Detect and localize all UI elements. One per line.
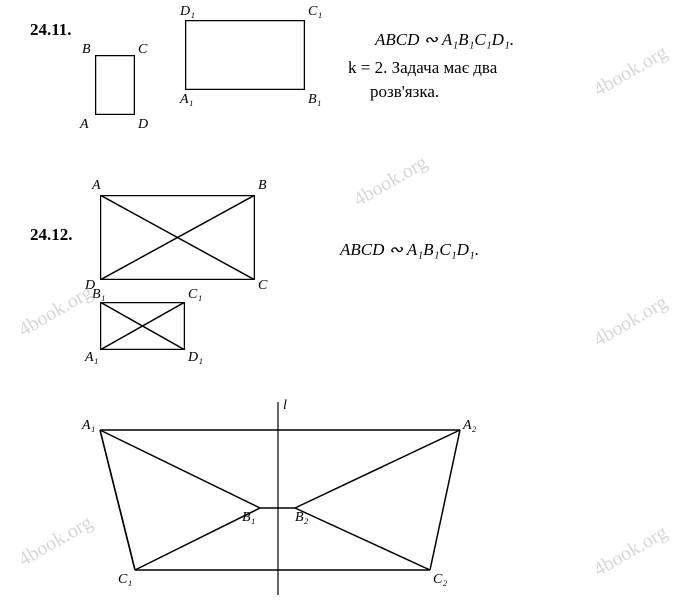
label-A2-3: A₂ xyxy=(463,418,476,434)
label-C1-3: C₁ xyxy=(118,572,132,588)
label-B1-3: B₁ xyxy=(242,510,255,526)
label-B2-3: B₂ xyxy=(295,510,308,526)
fig3-diagram xyxy=(0,0,690,600)
label-l: l xyxy=(283,398,287,414)
label-C2-3: C₂ xyxy=(433,572,447,588)
label-A1-3: A₁ xyxy=(82,418,95,434)
